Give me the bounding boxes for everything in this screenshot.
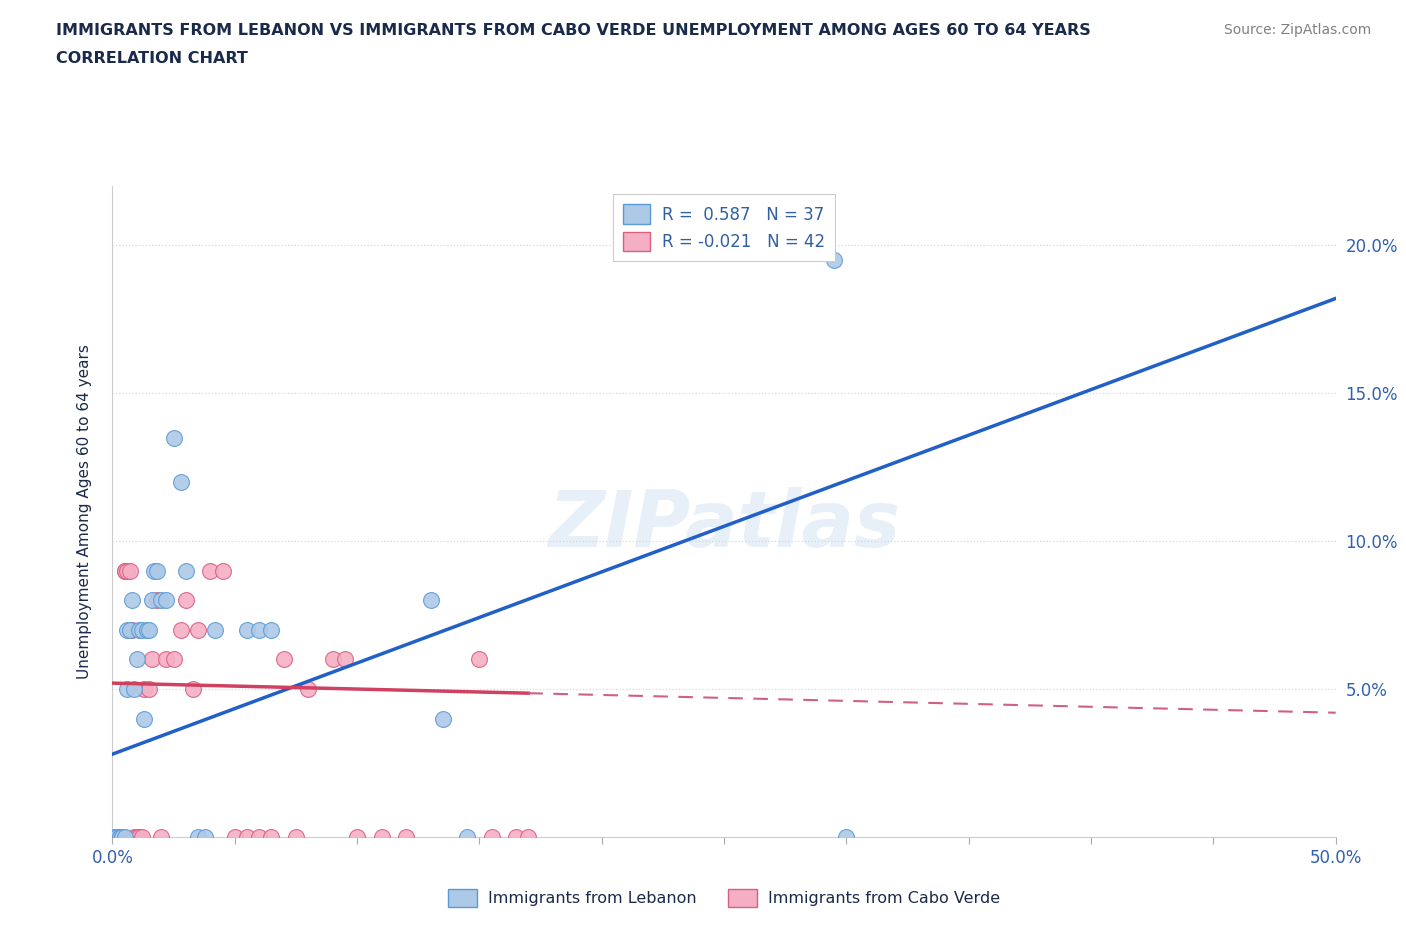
Point <box>333 652 356 667</box>
Point <box>131 830 153 844</box>
Point <box>204 622 226 637</box>
Point <box>134 682 156 697</box>
Point <box>505 830 527 844</box>
Point <box>174 564 197 578</box>
Point <box>138 622 160 637</box>
Point <box>111 830 134 844</box>
Point <box>155 592 177 607</box>
Point <box>170 622 193 637</box>
Legend: Immigrants from Lebanon, Immigrants from Cabo Verde: Immigrants from Lebanon, Immigrants from… <box>441 883 1007 913</box>
Text: IMMIGRANTS FROM LEBANON VS IMMIGRANTS FROM CABO VERDE UNEMPLOYMENT AMONG AGES 60: IMMIGRANTS FROM LEBANON VS IMMIGRANTS FR… <box>56 23 1091 38</box>
Point <box>121 592 143 607</box>
Point <box>346 830 368 844</box>
Point <box>187 622 209 637</box>
Point <box>150 592 173 607</box>
Point <box>135 622 157 637</box>
Point <box>236 830 259 844</box>
Text: CORRELATION CHART: CORRELATION CHART <box>56 51 247 66</box>
Point <box>155 652 177 667</box>
Point <box>115 564 138 578</box>
Point <box>247 830 270 844</box>
Point <box>194 830 217 844</box>
Y-axis label: Unemployment Among Ages 60 to 64 years: Unemployment Among Ages 60 to 64 years <box>77 344 91 679</box>
Point <box>115 622 138 637</box>
Point <box>104 830 127 844</box>
Point <box>823 253 845 268</box>
Point <box>114 564 136 578</box>
Point <box>134 711 156 726</box>
Point <box>163 430 186 445</box>
Point <box>322 652 344 667</box>
Point <box>114 564 136 578</box>
Point <box>835 830 858 844</box>
Point <box>105 830 128 844</box>
Point <box>170 474 193 489</box>
Point <box>108 830 131 844</box>
Point <box>125 830 148 844</box>
Point <box>141 592 163 607</box>
Point <box>297 682 319 697</box>
Point <box>187 830 209 844</box>
Point <box>145 592 167 607</box>
Point <box>111 830 134 844</box>
Point <box>125 652 148 667</box>
Point <box>128 622 150 637</box>
Point <box>131 622 153 637</box>
Point <box>163 652 186 667</box>
Point <box>468 652 491 667</box>
Point <box>124 682 146 697</box>
Point <box>456 830 478 844</box>
Point <box>138 682 160 697</box>
Point <box>236 622 259 637</box>
Point <box>284 830 308 844</box>
Point <box>124 830 146 844</box>
Point <box>260 830 283 844</box>
Point <box>419 592 441 607</box>
Point <box>174 592 197 607</box>
Point <box>108 830 131 844</box>
Point <box>247 622 270 637</box>
Point <box>128 830 150 844</box>
Text: ZIPatlas: ZIPatlas <box>548 486 900 563</box>
Point <box>145 564 167 578</box>
Point <box>108 830 131 844</box>
Text: Source: ZipAtlas.com: Source: ZipAtlas.com <box>1223 23 1371 37</box>
Point <box>150 830 173 844</box>
Point <box>115 682 138 697</box>
Point <box>211 564 233 578</box>
Point <box>143 564 166 578</box>
Point <box>481 830 503 844</box>
Point <box>114 830 136 844</box>
Point <box>395 830 418 844</box>
Point <box>260 622 283 637</box>
Point <box>121 622 143 637</box>
Point <box>224 830 246 844</box>
Point <box>200 564 222 578</box>
Point <box>118 622 141 637</box>
Point <box>141 652 163 667</box>
Point <box>118 564 141 578</box>
Point <box>517 830 540 844</box>
Point <box>370 830 392 844</box>
Point <box>181 682 204 697</box>
Point <box>104 830 127 844</box>
Point <box>432 711 454 726</box>
Point <box>105 830 128 844</box>
Point <box>111 830 134 844</box>
Point <box>273 652 295 667</box>
